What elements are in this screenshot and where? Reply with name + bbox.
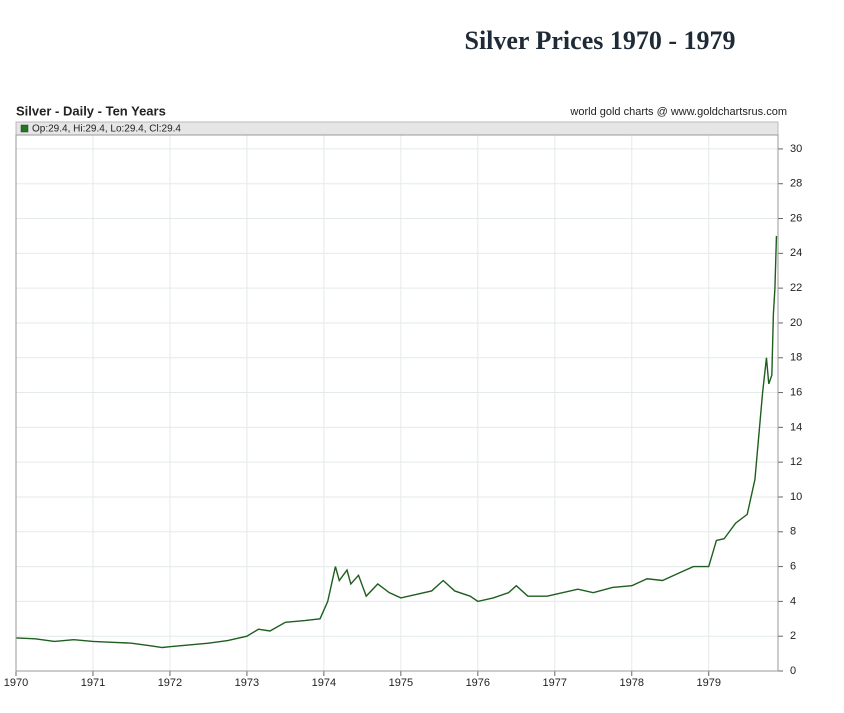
x-tick-label: 1971	[81, 677, 105, 689]
y-tick-label: 16	[790, 386, 802, 398]
x-tick-label: 1976	[466, 677, 490, 689]
y-tick-label: 12	[790, 456, 802, 468]
chart-title: Silver Prices 1970 - 1979	[464, 26, 735, 55]
y-tick-label: 18	[790, 352, 802, 364]
chart-subtitle: Silver - Daily - Ten Years	[16, 103, 166, 118]
y-tick-label: 30	[790, 143, 802, 155]
y-tick-label: 26	[790, 212, 802, 224]
x-tick-label: 1970	[4, 677, 28, 689]
x-tick-label: 1973	[235, 677, 259, 689]
x-tick-label: 1974	[312, 677, 336, 689]
y-tick-label: 24	[790, 247, 802, 259]
plot-frame	[15, 134, 779, 672]
y-tick-label: 4	[790, 595, 796, 607]
y-tick-label: 20	[790, 317, 802, 329]
y-tick-label: 28	[790, 178, 802, 190]
y-tick-label: 22	[790, 282, 802, 294]
y-tick-label: 0	[790, 665, 796, 677]
x-tick-label: 1979	[696, 677, 720, 689]
y-tick-label: 2	[790, 630, 796, 642]
source: world gold charts @ www.goldchartsrus.co…	[569, 106, 787, 118]
legend-swatch	[20, 124, 29, 133]
x-tick-label: 1977	[543, 677, 567, 689]
y-tick-label: 6	[790, 560, 796, 572]
price-line	[15, 235, 778, 649]
x-tick-label: 1975	[389, 677, 413, 689]
x-tick-label: 1978	[620, 677, 644, 689]
x-tick-label: 1972	[158, 677, 182, 689]
y-tick-label: 8	[790, 526, 796, 538]
legend-text: Op:29.4, Hi:29.4, Lo:29.4, Cl:29.4	[32, 124, 181, 135]
y-tick-label: 10	[790, 491, 802, 503]
y-tick-label: 14	[790, 421, 802, 433]
